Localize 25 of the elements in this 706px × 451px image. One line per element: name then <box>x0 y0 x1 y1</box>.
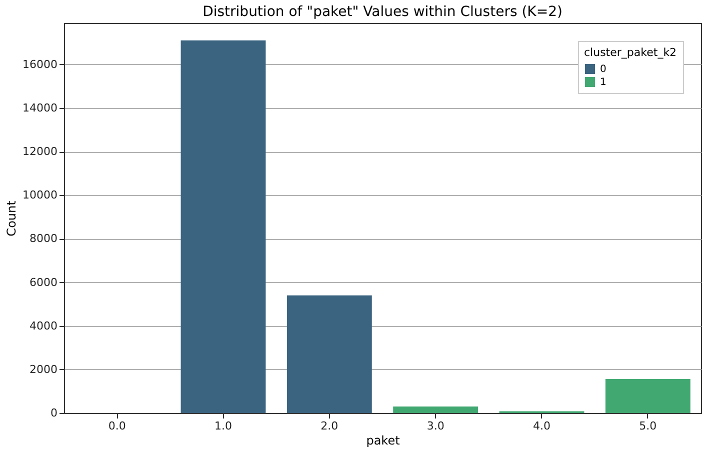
x-tick-label: 4.0 <box>533 420 550 432</box>
x-tick-label: 1.0 <box>214 420 232 432</box>
x-axis-title: paket <box>366 434 400 448</box>
chart-title: Distribution of "paket" Values within Clusters (K=2) <box>202 4 562 20</box>
y-tick-label: 8000 <box>30 232 58 246</box>
legend-label: 0 <box>600 64 606 75</box>
y-tick-label: 14000 <box>22 101 58 114</box>
bar <box>605 379 690 413</box>
legend-title: cluster_paket_k2 <box>584 46 677 59</box>
legend-label: 1 <box>600 77 606 88</box>
y-tick-label: 6000 <box>30 276 58 289</box>
x-tick-label: 5.0 <box>639 420 657 432</box>
x-tick-label: 0.0 <box>108 420 126 432</box>
y-tick-label: 2000 <box>30 362 58 376</box>
bar <box>286 295 372 413</box>
y-tick-label: 12000 <box>22 145 58 158</box>
y-tick-label: 10000 <box>22 188 58 202</box>
y-axis-title: Count <box>4 200 19 236</box>
bar <box>393 406 478 413</box>
y-tick-label: 0 <box>50 406 58 420</box>
y-tick-label: 4000 <box>30 319 58 332</box>
x-tick-label: 2.0 <box>320 420 338 432</box>
x-tick-label: 3.0 <box>426 420 444 432</box>
y-tick-label: 16000 <box>22 58 58 71</box>
bar <box>180 40 266 413</box>
